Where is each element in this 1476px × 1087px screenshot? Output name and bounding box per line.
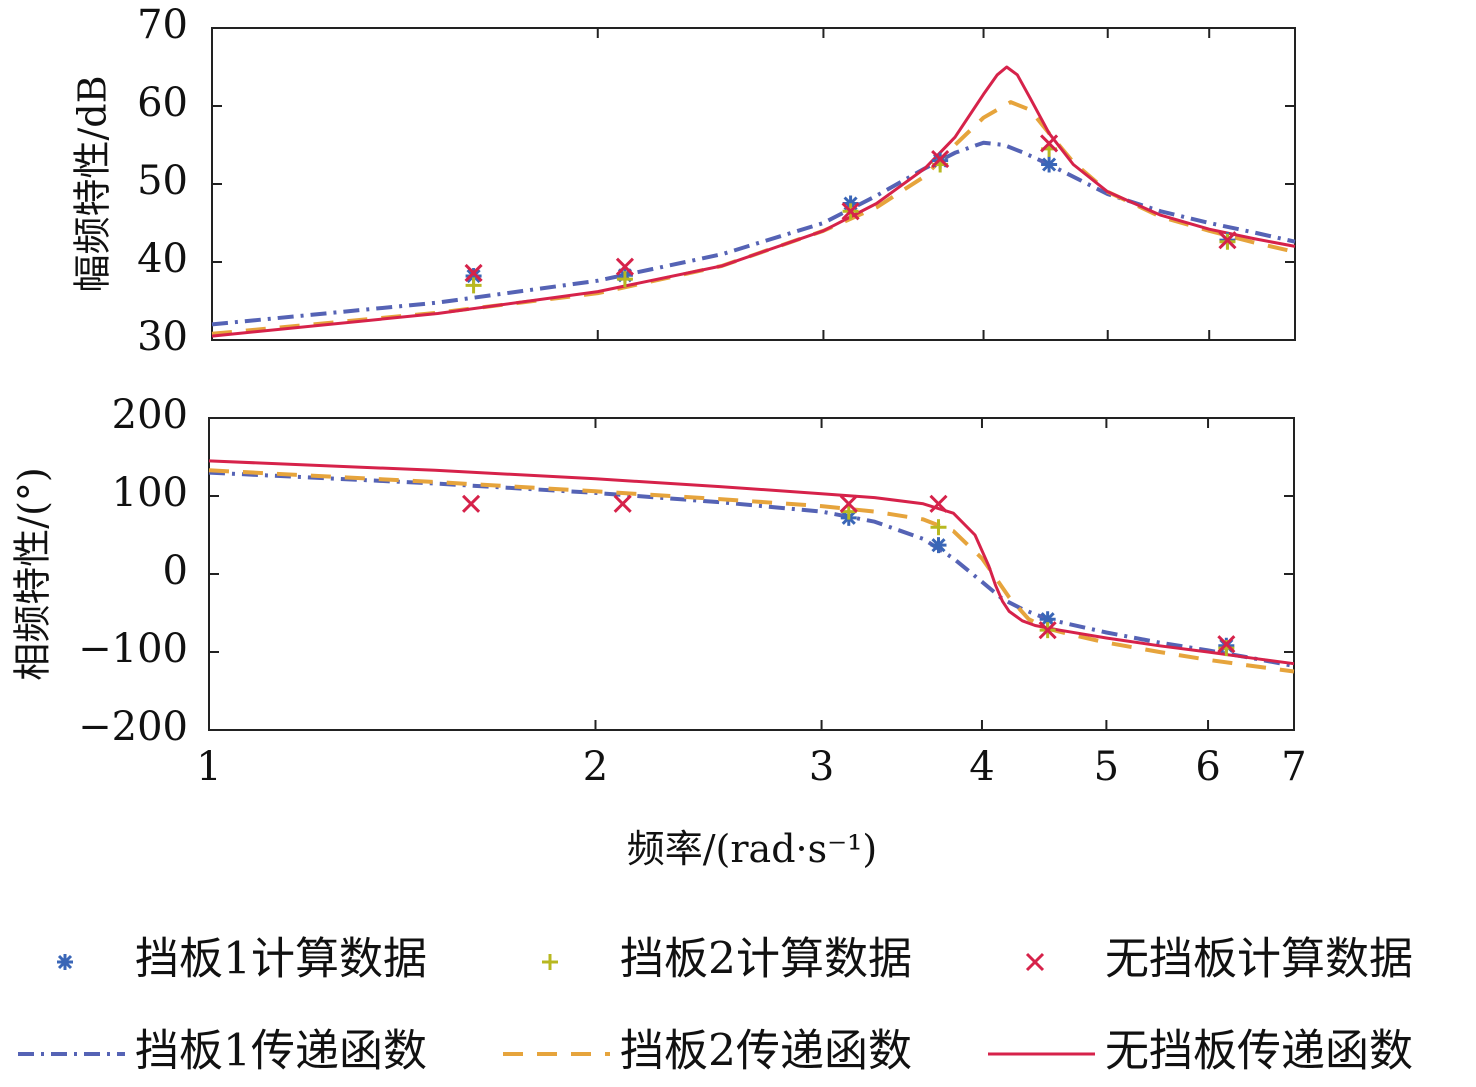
phase-ytick-label: 100 [112, 470, 188, 516]
magnitude-markers-+ [465, 140, 1236, 294]
legend-swatch-marker [1025, 952, 1045, 972]
legend-label: 无挡板计算数据 [1105, 934, 1413, 985]
magnitude-ytick-label: 50 [137, 158, 188, 204]
phase-data-point [839, 494, 858, 513]
magnitude-data-point [931, 149, 950, 169]
magnitude-ticks: 30 40 50 60 70 [137, 2, 1296, 360]
phase-data-point [930, 519, 947, 536]
magnitude-curve [211, 100, 1296, 336]
legend-label: 挡板2计算数据 [620, 934, 912, 985]
legend-entry: 挡板1计算数据 [57, 934, 427, 985]
magnitude-axis-label: 幅频特性/dB [71, 75, 115, 292]
phase-ytick-label: 200 [112, 392, 188, 438]
phase-data-point [462, 494, 481, 513]
magnitude-ytick-label: 40 [137, 236, 188, 282]
phase-data-point [1217, 635, 1236, 654]
magnitude-panel: 30 40 50 60 70 幅频特性/dB [71, 2, 1296, 360]
frequency-xtick-label: 1 [196, 744, 221, 790]
magnitude-data-point [465, 277, 482, 294]
legend-entry: 无挡板计算数据 [1025, 934, 1413, 985]
frequency-xtick-label: 3 [809, 744, 834, 790]
legend-label: 挡板1传递函数 [135, 1026, 427, 1077]
magnitude-curve [211, 65, 1296, 338]
phase-curve [208, 470, 1295, 668]
frequency-xtick-label: 5 [1094, 744, 1119, 790]
magnitude-data-point [841, 202, 860, 221]
phase-data-point [929, 494, 948, 513]
phase-series [208, 459, 1295, 674]
phase-markers-x [462, 494, 1236, 654]
magnitude-data-point [616, 271, 633, 288]
magnitude-data-point [1218, 231, 1237, 250]
phase-data-point [840, 503, 857, 520]
legend-entry: 无挡板传递函数 [988, 1026, 1413, 1077]
legend-entry: 挡板2传递函数 [503, 1026, 912, 1077]
phase-panel: −200 −100 0 100 200 1 2 3 4 5 6 7 相频特性/(°) 频率/(rad·… [11, 392, 1307, 871]
legend-swatch-marker [542, 954, 558, 970]
phase-curve [208, 459, 1295, 666]
phase-axis-label: 相频特性/(°) [11, 467, 55, 680]
phase-data-point [1038, 621, 1057, 640]
legend-swatch-marker [57, 954, 73, 970]
legend-entry: 挡板1传递函数 [18, 1026, 427, 1077]
frequency-xtick-label: 4 [969, 744, 994, 790]
magnitude-data-point [464, 263, 483, 282]
legend-label: 挡板1计算数据 [135, 934, 427, 985]
legend-label: 挡板2传递函数 [620, 1026, 912, 1077]
phase-curve [208, 468, 1295, 674]
phase-plot-frame [208, 417, 1295, 731]
phase-data-point [930, 537, 947, 554]
frequency-xtick-label: 2 [583, 744, 608, 790]
phase-markers-+ [840, 503, 1235, 657]
phase-ytick-label: 0 [163, 548, 188, 594]
magnitude-data-point [1041, 156, 1058, 173]
legend-entry: 挡板2计算数据 [542, 934, 912, 985]
magnitude-ytick-label: 70 [137, 2, 188, 48]
phase-ytick-label: −200 [78, 704, 188, 750]
magnitude-series [211, 65, 1296, 338]
magnitude-data-point [465, 268, 482, 285]
magnitude-markers-x [464, 134, 1237, 282]
magnitude-ytick-label: 30 [137, 314, 188, 360]
frequency-xtick-label: 7 [1281, 744, 1306, 790]
magnitude-data-point [1040, 134, 1059, 153]
phase-data-point [613, 494, 632, 513]
phase-ytick-label: −100 [78, 626, 188, 672]
magnitude-data-point [615, 257, 634, 276]
magnitude-curve [211, 140, 1296, 327]
frequency-axis-label: 频率/(rad·s⁻¹) [627, 827, 877, 871]
magnitude-plot-frame [211, 27, 1296, 341]
phase-ticks: −200 −100 0 100 200 1 2 3 4 5 6 7 [78, 392, 1307, 790]
frequency-xtick-label: 6 [1195, 744, 1220, 790]
legend-label: 无挡板传递函数 [1105, 1026, 1413, 1077]
magnitude-ytick-label: 60 [137, 80, 188, 126]
